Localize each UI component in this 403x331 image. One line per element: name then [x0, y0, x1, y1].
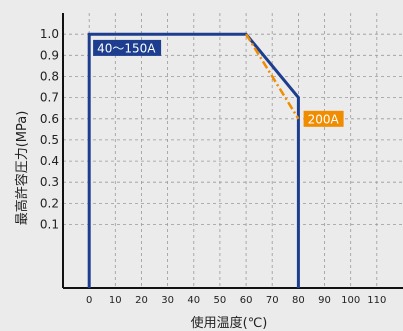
series-label-box-0	[93, 39, 162, 56]
x-tick-label-2: 20	[135, 295, 148, 306]
y-tick-label-7: 0.8	[40, 70, 59, 84]
series-label-text-1: 200A	[308, 112, 340, 126]
x-tick-label-8: 80	[292, 295, 305, 306]
x-tick-label-5: 50	[214, 295, 227, 306]
x-tick-label-1: 10	[109, 295, 122, 306]
y-tick-label-6: 0.7	[40, 91, 59, 105]
x-axis-title: 使用温度(℃)	[191, 315, 268, 331]
y-axis-title: 最高許容圧力(MPa)	[14, 111, 30, 226]
series-labels: 40～150A 200A	[93, 39, 344, 127]
y-tick-labels: 0.1 0.2 0.3 0.4 0.5 0.6 0.7 0.8 0.9 1.0	[40, 27, 59, 231]
series-label-box-1	[303, 110, 344, 127]
series-label-0: 40～150A	[93, 39, 162, 56]
x-tick-label-3: 30	[161, 295, 174, 306]
y-tick-label-5: 0.6	[40, 112, 59, 126]
x-tick-label-6: 60	[240, 295, 253, 306]
x-tick-label-11: 110	[367, 295, 386, 306]
x-tick-labels: 0 10 20 30 40 50 60 70 80 90 100 110	[86, 295, 386, 306]
y-tick-label-2: 0.3	[40, 175, 59, 189]
x-tick-label-7: 70	[266, 295, 279, 306]
y-tick-label-0: 0.1	[40, 218, 59, 232]
series-line-1	[245, 33, 300, 120]
y-tick-label-8: 0.9	[40, 48, 59, 62]
x-tick-label-0: 0	[86, 295, 92, 306]
y-tick-label-1: 0.2	[40, 196, 59, 210]
x-tick-label-10: 100	[341, 295, 360, 306]
x-tick-label-9: 90	[318, 295, 331, 306]
x-tick-label-4: 40	[187, 295, 200, 306]
series-label-1: 200A	[303, 110, 344, 127]
series-label-text-0: 40～150A	[97, 41, 156, 55]
y-tick-label-3: 0.4	[40, 154, 59, 168]
y-tick-label-4: 0.5	[40, 133, 59, 147]
y-tick-label-9: 1.0	[40, 27, 59, 41]
series-lines	[87, 32, 300, 288]
